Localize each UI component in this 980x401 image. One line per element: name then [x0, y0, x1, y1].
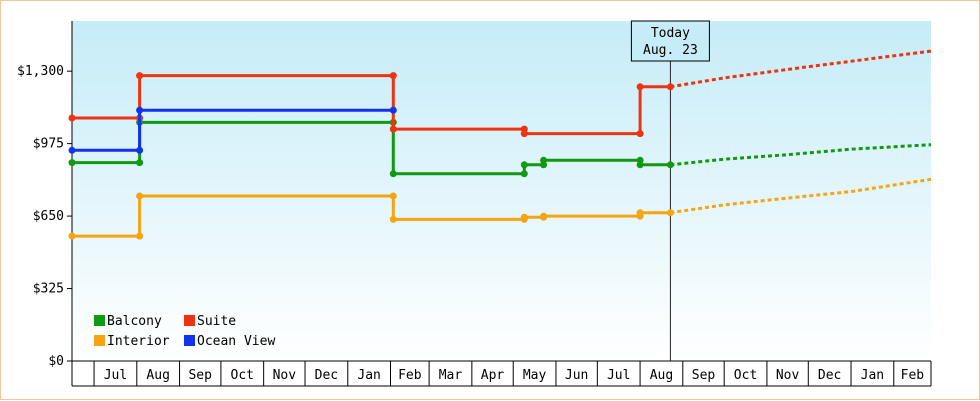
legend-label-interior: Interior — [107, 334, 170, 349]
data-point-interior[interactable] — [666, 209, 674, 217]
x-tick-label: Aug — [146, 368, 169, 383]
series-projection-balcony — [670, 143, 932, 167]
today-label-box — [630, 20, 710, 62]
legend-label-suite: Suite — [197, 314, 236, 329]
legend-label-balcony: Balcony — [107, 314, 162, 329]
data-point-suite[interactable] — [136, 72, 144, 80]
x-tick-label: Oct — [734, 368, 757, 383]
x-tick-label: Feb — [398, 368, 422, 383]
legend-swatch-balcony — [94, 315, 105, 326]
series-ocean-view — [68, 106, 397, 154]
x-tick-label: Jan — [357, 368, 380, 383]
series-line-ocean-view — [72, 108, 394, 152]
data-point-balcony[interactable] — [520, 161, 528, 169]
today-marker: Today Aug. 23 — [630, 20, 710, 361]
data-point-suite[interactable] — [520, 130, 528, 138]
x-tick-label: Dec — [818, 368, 841, 383]
data-point-balcony[interactable] — [136, 159, 144, 167]
series-interior — [68, 177, 932, 240]
data-point-interior[interactable] — [540, 212, 548, 220]
today-label-line1: Today — [651, 26, 690, 41]
data-point-ocean-view[interactable] — [136, 106, 144, 114]
x-tick-label: Mar — [439, 368, 463, 383]
legend-swatch-suite — [184, 315, 195, 326]
y-tick-label: $975 — [33, 137, 64, 152]
series-line-suite — [72, 74, 671, 136]
data-point-interior[interactable] — [68, 232, 76, 240]
legend-label-ocean-view: Ocean View — [197, 334, 275, 349]
data-point-interior[interactable] — [389, 192, 397, 200]
x-tick-label: Jun — [565, 368, 588, 383]
data-point-suite[interactable] — [636, 130, 644, 138]
x-tick-label: Dec — [315, 368, 338, 383]
data-point-interior[interactable] — [136, 192, 144, 200]
x-tick-label: Jan — [861, 368, 884, 383]
plot-background — [72, 21, 931, 361]
x-tick-label: Aug — [650, 368, 673, 383]
x-tick-label: Oct — [231, 368, 254, 383]
y-tick-label: $0 — [48, 354, 64, 369]
data-point-interior[interactable] — [136, 232, 144, 240]
data-point-interior[interactable] — [520, 213, 528, 221]
x-tick-label: Sep — [692, 368, 716, 383]
y-tick-label: $1,300 — [17, 64, 64, 79]
x-tick-label: Feb — [901, 368, 925, 383]
data-point-balcony[interactable] — [636, 161, 644, 169]
data-point-suite[interactable] — [666, 83, 674, 91]
x-tick-label: Nov — [776, 368, 800, 383]
data-point-balcony[interactable] — [68, 159, 76, 167]
y-tick-label: $650 — [33, 209, 64, 224]
data-point-suite[interactable] — [389, 72, 397, 80]
legend-swatch-interior — [94, 335, 105, 346]
data-point-balcony[interactable] — [666, 161, 674, 169]
data-point-interior[interactable] — [389, 215, 397, 223]
x-tick-label: Sep — [188, 368, 212, 383]
y-tick-label: $325 — [33, 282, 64, 297]
data-point-balcony[interactable] — [540, 156, 548, 164]
data-point-suite[interactable] — [389, 125, 397, 133]
data-point-suite[interactable] — [68, 114, 76, 122]
x-tick-label: Jul — [104, 368, 127, 383]
x-tick-label: May — [523, 368, 547, 383]
series-group — [68, 49, 932, 240]
today-label-line2: Aug. 23 — [643, 43, 698, 58]
series-projection-interior — [670, 177, 932, 215]
data-point-interior[interactable] — [636, 209, 644, 217]
data-point-suite[interactable] — [636, 83, 644, 91]
legend: Balcony Suite Interior Ocean View — [94, 314, 275, 349]
data-point-ocean-view[interactable] — [68, 146, 76, 154]
data-point-balcony[interactable] — [389, 170, 397, 178]
data-point-ocean-view[interactable] — [389, 106, 397, 114]
data-point-balcony[interactable] — [520, 170, 528, 178]
axes: $0 $325 $650 $975 $1,300 Jul Aug Sep Oct Nov Dec Ja… — [17, 21, 932, 387]
x-tick-label: Apr — [481, 368, 505, 383]
x-tick-label: Nov — [273, 368, 297, 383]
x-tick-label: Jul — [607, 368, 630, 383]
legend-swatch-ocean-view — [184, 335, 195, 346]
data-point-ocean-view[interactable] — [136, 146, 144, 154]
